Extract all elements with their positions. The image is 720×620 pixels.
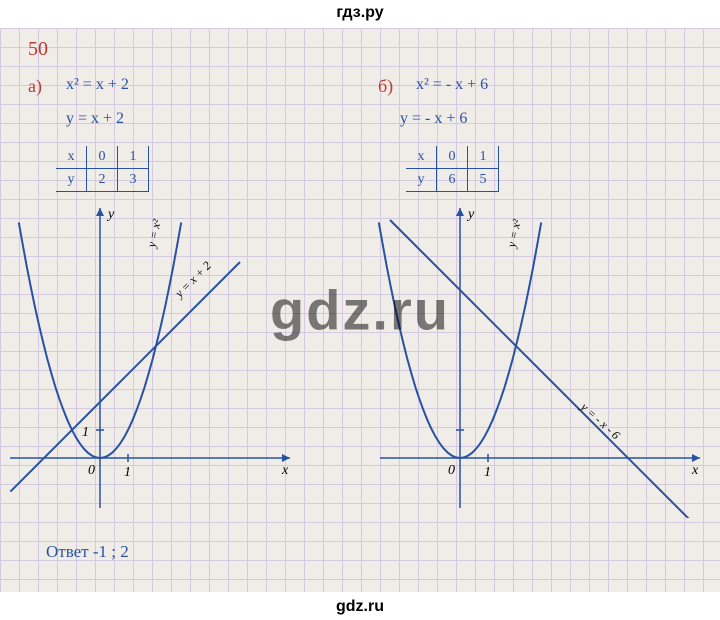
site-footer: gdz.ru: [0, 598, 720, 616]
part-a-label: а): [28, 76, 42, 97]
origin-label: 0: [88, 463, 95, 478]
part-b-eq2: y = - x + 6: [400, 110, 467, 128]
table-cell: x: [406, 146, 437, 169]
table-cell: y: [406, 169, 437, 192]
parabola-label: y = x²: [144, 218, 164, 250]
table-cell: 1: [468, 146, 499, 169]
site-header: гдз.ру: [0, 4, 720, 22]
part-a-table: x 0 1 y 2 3: [56, 146, 149, 192]
line-label: y = - x - 6: [577, 399, 623, 442]
tick-1: 1: [484, 465, 491, 480]
origin-label: 0: [448, 463, 455, 478]
y-axis-label: y: [106, 207, 115, 222]
plot-axes: y x 0 1: [380, 207, 700, 508]
part-b-table: x 0 1 y 6 5: [406, 146, 499, 192]
table-cell: 2: [87, 169, 118, 192]
table-cell: x: [56, 146, 87, 169]
line-curve: [390, 220, 698, 518]
plot-axes: y x 0 1 1: [10, 207, 290, 508]
part-a-plot: y x 0 1 1 y = x² y = x + 2: [0, 198, 300, 518]
y-axis-label: y: [466, 207, 475, 222]
x-axis-label: x: [281, 463, 289, 478]
part-a-eq2: y = x + 2: [66, 110, 124, 128]
table-cell: 5: [468, 169, 499, 192]
table-cell: 0: [87, 146, 118, 169]
tick-y1: 1: [82, 425, 89, 440]
x-axis-label: x: [691, 463, 699, 478]
table-cell: 1: [118, 146, 149, 169]
answer-text: Ответ -1 ; 2: [46, 542, 129, 562]
part-a-eq1: x² = x + 2: [66, 76, 129, 94]
parabola-label: y = x²: [504, 218, 524, 250]
graph-paper: 50 а) x² = x + 2 y = x + 2 x 0 1 y 2 3 y…: [0, 28, 720, 592]
line-curve: [10, 262, 240, 492]
part-b-eq1: x² = - x + 6: [416, 76, 488, 94]
tick-1: 1: [124, 465, 131, 480]
part-b-label: б): [378, 76, 393, 97]
table-cell: y: [56, 169, 87, 192]
table-cell: 6: [437, 169, 468, 192]
part-b-plot: y x 0 1 y = x² y = - x - 6: [370, 198, 710, 518]
problem-number: 50: [28, 38, 48, 61]
table-cell: 0: [437, 146, 468, 169]
table-cell: 3: [118, 169, 149, 192]
